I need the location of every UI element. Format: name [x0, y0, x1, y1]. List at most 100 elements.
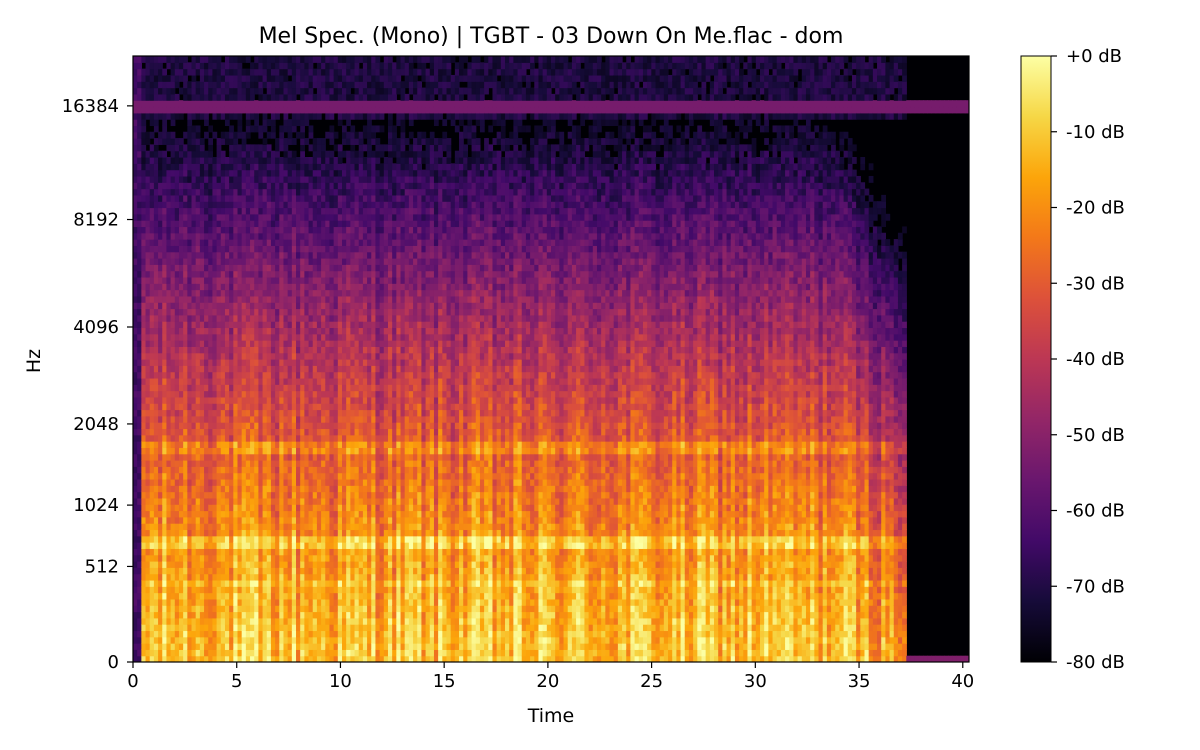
heatmap-cell: [174, 346, 180, 354]
heatmap-cell: [296, 617, 301, 625]
heatmap-cell: [137, 182, 142, 190]
heatmap-cell: [279, 561, 285, 568]
heatmap-cell: [224, 605, 230, 613]
heatmap-cell: [312, 561, 318, 568]
heatmap-cell: [245, 239, 251, 246]
heatmap-cell: [250, 194, 255, 202]
heatmap-cell: [183, 283, 188, 291]
heatmap-cell: [199, 194, 205, 202]
heatmap-cell: [346, 258, 351, 265]
heatmap-cell: [170, 68, 176, 76]
heatmap-cell: [137, 125, 142, 133]
heatmap-cell: [245, 624, 251, 632]
heatmap-cell: [337, 239, 343, 246]
heatmap-cell: [254, 112, 259, 120]
heatmap-cell: [275, 548, 280, 556]
heatmap-cell: [350, 428, 356, 436]
heatmap-cell: [279, 428, 285, 436]
heatmap-cell: [187, 333, 193, 341]
heatmap-cell: [187, 213, 193, 221]
heatmap-cell: [204, 643, 209, 650]
heatmap-cell: [275, 403, 280, 411]
heatmap-cell: [325, 333, 331, 341]
heatmap-cell: [170, 239, 176, 246]
heatmap-cell: [237, 87, 243, 95]
heatmap-cell: [241, 579, 247, 587]
heatmap-cell: [291, 283, 297, 291]
heatmap-cell: [325, 182, 331, 190]
heatmap-cell: [337, 321, 343, 329]
heatmap-cell: [275, 87, 280, 95]
heatmap-cell: [216, 144, 222, 152]
heatmap-cell: [337, 649, 343, 657]
heatmap-cell: [174, 289, 180, 297]
heatmap-cell: [145, 510, 151, 518]
heatmap-cell: [141, 327, 147, 335]
heatmap-cell: [224, 649, 230, 657]
heatmap-cell: [208, 434, 214, 442]
heatmap-cell: [208, 605, 214, 613]
heatmap-cell: [145, 466, 151, 474]
heatmap-cell: [312, 276, 318, 284]
heatmap-cell: [195, 182, 201, 190]
heatmap-cell: [354, 655, 360, 662]
heatmap-cell: [170, 497, 176, 505]
heatmap-cell: [312, 93, 318, 101]
heatmap-cell: [291, 472, 297, 480]
heatmap-cell: [233, 624, 239, 632]
heatmap-cell: [137, 245, 142, 253]
heatmap-cell: [283, 226, 289, 234]
heatmap-cell: [195, 422, 201, 430]
heatmap-cell: [216, 384, 222, 392]
heatmap-cell: [174, 327, 180, 335]
heatmap-cell: [241, 573, 247, 581]
heatmap-cell: [224, 302, 230, 310]
heatmap-cell: [178, 447, 184, 455]
heatmap-cell: [162, 422, 168, 430]
heatmap-cell: [266, 371, 272, 379]
heatmap-cell: [342, 100, 347, 108]
heatmap-cell: [224, 100, 230, 108]
heatmap-cell: [229, 87, 234, 95]
heatmap-cell: [308, 598, 314, 606]
heatmap-cell: [283, 478, 289, 486]
heatmap-cell: [258, 264, 264, 272]
heatmap-cell: [212, 649, 218, 657]
heatmap-cell: [191, 100, 197, 108]
heatmap-cell: [195, 655, 201, 662]
heatmap-cell: [229, 561, 234, 568]
heatmap-cell: [224, 447, 230, 455]
heatmap-cell: [337, 542, 343, 549]
heatmap-cell: [321, 377, 326, 385]
heatmap-cell: [350, 460, 356, 467]
heatmap-cell: [308, 504, 314, 512]
heatmap-cell: [333, 377, 339, 385]
heatmap-cell: [237, 573, 243, 581]
heatmap-cell: [333, 649, 339, 657]
heatmap-cell: [254, 649, 259, 657]
heatmap-cell: [137, 472, 142, 480]
heatmap-cell: [308, 87, 314, 95]
heatmap-cell: [296, 333, 301, 341]
heatmap-cell: [204, 605, 209, 613]
heatmap-cell: [178, 485, 184, 493]
heatmap-cell: [346, 409, 351, 417]
heatmap-cell: [183, 472, 188, 480]
heatmap-cell: [270, 213, 276, 221]
heatmap-cell: [291, 321, 297, 329]
heatmap-cell: [354, 510, 360, 518]
heatmap-cell: [237, 579, 243, 587]
heatmap-cell: [137, 504, 142, 512]
heatmap-cell: [346, 188, 351, 196]
heatmap-cell: [329, 150, 335, 158]
heatmap-cell: [291, 340, 297, 347]
heatmap-cell: [199, 529, 205, 537]
heatmap-cell: [316, 365, 322, 373]
heatmap-cell: [170, 232, 176, 240]
heatmap-cell: [212, 276, 218, 284]
heatmap-cell: [329, 213, 335, 221]
heatmap-cell: [333, 340, 339, 347]
heatmap-cell: [258, 579, 264, 587]
heatmap-cell: [137, 150, 142, 158]
heatmap-cell: [158, 630, 163, 638]
